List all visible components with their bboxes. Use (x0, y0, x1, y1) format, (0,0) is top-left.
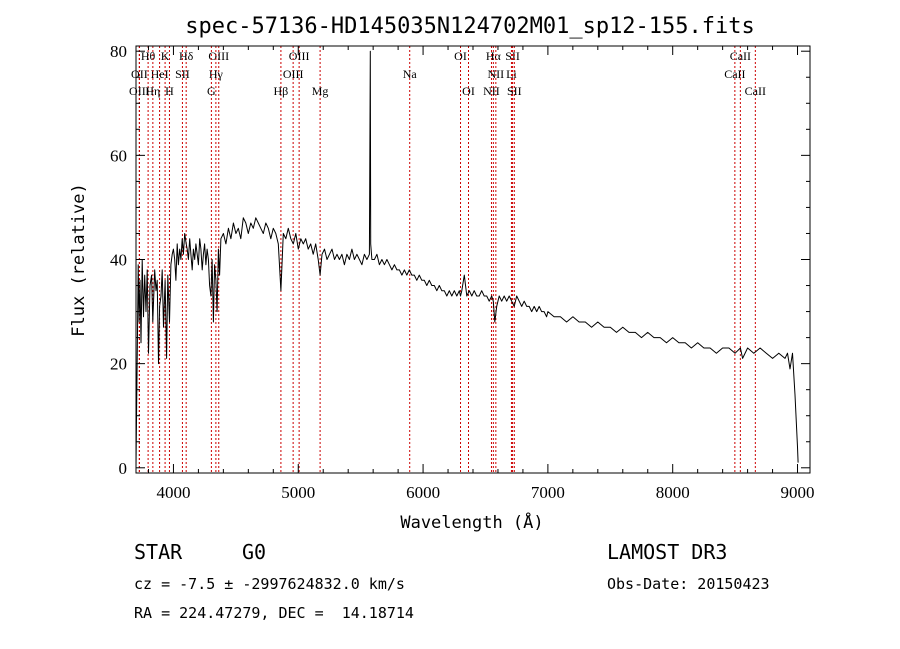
spectral-line-label: NII (483, 84, 500, 98)
spectral-line-label: SII (505, 49, 520, 63)
redshift-line: cz = -7.5 ± -2997624832.0 km/s (134, 575, 405, 593)
object-subclass: G0 (242, 540, 267, 564)
spectral-line-label: Hα (486, 49, 502, 63)
spectral-line-label: NII (488, 67, 505, 81)
spectral-line-label: CaII (730, 49, 751, 63)
y-tick-label: 0 (119, 459, 128, 478)
spectral-line-label: Hη (145, 84, 160, 98)
x-tick-label: 6000 (406, 483, 440, 502)
x-tick-label: 5000 (281, 483, 315, 502)
spectral-line-label: OIII (129, 84, 150, 98)
spectral-line-label: G (207, 84, 216, 98)
spectral-line-label: CaII (724, 67, 745, 81)
spectral-line-label: Hδ (179, 49, 194, 63)
spectral-line-label: HeI (151, 67, 169, 81)
spectral-line-label: Li (506, 67, 517, 81)
spectral-line-label: Hγ (209, 67, 224, 81)
y-tick-label: 60 (110, 146, 127, 165)
y-axis-label: Flux (relative) (69, 183, 89, 337)
y-tick-label: 80 (110, 42, 127, 61)
y-tick-label: 20 (110, 355, 127, 374)
spectral-line-label: OIII (208, 49, 229, 63)
spectral-line-label: K (161, 49, 170, 63)
x-tick-label: 9000 (781, 483, 815, 502)
spectral-line-label: OI (462, 84, 475, 98)
spectral-line-label: Hβ (274, 84, 289, 98)
y-tick-label: 40 (110, 251, 127, 270)
chart-title: spec-57136-HD145035N124702M01_sp12-155.f… (185, 14, 755, 39)
x-tick-label: 8000 (656, 483, 690, 502)
spectral-line-label: SII (507, 84, 522, 98)
spectral-line-label: OIII (289, 49, 310, 63)
spectral-line-label: CaII (745, 84, 766, 98)
spectral-line-label: OIII (283, 67, 304, 81)
x-axis-label: Wavelength (Å) (400, 511, 543, 533)
observation-date: Obs-Date: 20150423 (607, 575, 770, 593)
spectral-line-label: Mg (312, 84, 329, 98)
spectrum-curve (135, 50, 799, 468)
axis-ticks: 4000 5000 6000 7000 8000 9000 0 20 40 60 80 (110, 42, 815, 502)
spectrum-curve-group (135, 50, 799, 468)
spectral-line-label: H (165, 84, 174, 98)
spectral-line-label: OI (454, 49, 467, 63)
spectral-line-label: Hθ (141, 49, 156, 63)
spectral-line-label: SII (175, 67, 190, 81)
survey-name: LAMOST DR3 (607, 540, 728, 564)
object-class: STAR (134, 540, 183, 564)
x-tick-label: 4000 (156, 483, 190, 502)
coordinates: RA = 224.47279, DEC = 14.18714 (134, 604, 414, 622)
plot-frame (135, 45, 811, 474)
spectral-line-label: Na (403, 67, 418, 81)
x-tick-label: 7000 (531, 483, 565, 502)
